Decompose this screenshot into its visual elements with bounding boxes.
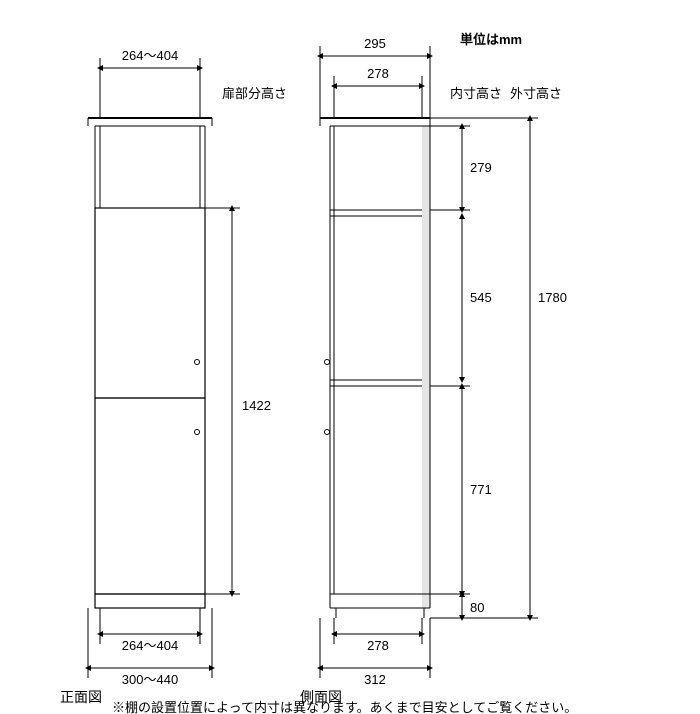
side-seg4: 80 (470, 600, 484, 615)
side-seg2: 545 (470, 290, 492, 305)
side-seg3: 771 (470, 482, 492, 497)
front-bot-inner-w: 264～404 (122, 638, 178, 653)
unit-label: 単位はmm (460, 32, 522, 47)
front-top-inner-w: 264～404 (122, 48, 178, 63)
front-view: 264～404 扉部分高さ 1422 264～404 300～440 (88, 48, 287, 687)
door-height-value: 1422 (242, 398, 271, 413)
outer-h-label: 外寸高さ (510, 86, 562, 101)
side-top-inner-w: 278 (367, 66, 389, 81)
side-top-outer-w: 295 (364, 36, 386, 51)
door-height-label: 扉部分高さ (222, 86, 287, 101)
side-outer-h: 1780 (538, 290, 567, 305)
side-seg1: 279 (470, 160, 492, 175)
side-bot-outer-w: 312 (364, 672, 386, 687)
side-view: 295 278 内寸高さ 外寸高さ 279 545 771 80 1780 27… (320, 36, 567, 687)
footer-note: ※棚の設置位置によって内寸は異なります。あくまで目安としてご覧ください。 (112, 700, 577, 714)
side-bot-inner-w: 278 (367, 638, 389, 653)
front-bot-outer-w: 300～440 (122, 672, 178, 687)
inner-h-label: 内寸高さ (450, 86, 502, 101)
front-caption: 正面図 (60, 689, 102, 705)
